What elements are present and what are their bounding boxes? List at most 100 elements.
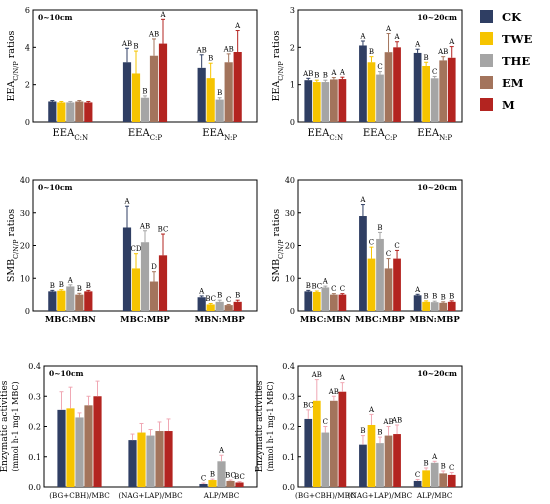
x-category-label: ALP/MBC: [416, 491, 453, 500]
bar-CK-0: [48, 291, 57, 311]
significance-letter: C: [449, 464, 454, 472]
legend-label-CK: CK: [502, 10, 522, 24]
x-category-label: EEAN:P: [202, 128, 237, 142]
bar-THE-1: [376, 238, 384, 311]
significance-letter: A: [198, 287, 205, 295]
significance-letter: BC: [205, 295, 216, 303]
bar-M-0: [84, 102, 93, 122]
y-tick-label: 0: [25, 118, 30, 127]
y-tick-label: 0.4: [28, 362, 41, 371]
significance-letter: BC: [311, 283, 322, 291]
bar-CK-1: [122, 62, 132, 122]
significance-letter: AB: [148, 30, 159, 38]
bar-CK-2: [197, 297, 206, 311]
significance-letter: B: [86, 282, 91, 290]
bar-M-0: [84, 291, 93, 311]
significance-letter: B: [441, 462, 446, 470]
bar-THE-1: [140, 242, 150, 311]
significance-letter: A: [414, 286, 421, 294]
bar-CK-2: [413, 295, 422, 311]
bar-CK-1: [122, 227, 132, 311]
significance-letter: AB: [328, 388, 339, 396]
bar-M-1: [393, 258, 401, 311]
bar-M-2: [233, 52, 242, 122]
bar-THE-2: [215, 301, 224, 311]
legend-label-TWE: TWE: [502, 32, 532, 46]
significance-letter: BC: [303, 401, 314, 409]
bar-EM-1: [384, 268, 393, 311]
bar-M-1: [393, 47, 401, 123]
bar-THE-0: [66, 102, 75, 122]
significance-letter: BC: [225, 472, 236, 480]
bar-CK-1: [359, 444, 367, 487]
significance-letter: C: [340, 285, 345, 293]
x-category-label: ALP/MBC: [203, 491, 240, 500]
bar-EM-1: [155, 431, 164, 487]
x-category-label: (BG+CBH)/MBC: [49, 491, 110, 500]
significance-letter: A: [339, 69, 346, 77]
bar-M-1: [164, 431, 173, 487]
bar-TWE-0: [312, 82, 321, 122]
bar-TWE-1: [131, 73, 141, 122]
significance-letter: B: [59, 281, 64, 289]
y-tick-label: 3: [290, 6, 295, 15]
significance-letter: A: [123, 198, 130, 206]
significance-letter: A: [448, 38, 455, 46]
legend-swatch-M: [480, 98, 493, 111]
bar-THE-1: [140, 97, 150, 122]
bar-CK-0: [48, 101, 57, 122]
significance-letter: B: [441, 293, 446, 301]
depth-label: 10~20cm: [417, 183, 457, 192]
depth-label: 0~10cm: [38, 183, 73, 192]
y-tick-label: 30: [20, 209, 30, 218]
significance-letter: BC: [234, 473, 245, 481]
significance-letter: A: [234, 22, 241, 30]
legend-label-M: M: [502, 98, 515, 112]
bar-M-2: [447, 474, 456, 487]
bar-M-1: [393, 434, 401, 487]
bar-EM-0: [329, 294, 338, 311]
bar-THE-1: [376, 443, 384, 487]
significance-letter: C: [415, 471, 420, 479]
bar-THE-1: [146, 435, 155, 487]
significance-letter: A: [339, 374, 346, 382]
bar-CK-2: [413, 52, 422, 122]
y-tick-label: 0.2: [282, 423, 295, 432]
bar-TWE-1: [367, 424, 376, 487]
significance-letter: A: [394, 33, 401, 41]
significance-letter: B: [424, 459, 429, 467]
y-tick-label: 0.1: [282, 453, 295, 462]
bar-EM-2: [439, 302, 448, 311]
bar-M-2: [447, 301, 456, 311]
y-axis-label-line1: Enzymatic activities: [255, 380, 265, 472]
significance-letter: B: [449, 292, 454, 300]
significance-letter: B: [360, 427, 365, 435]
x-category-label: MBC:MBN: [300, 315, 351, 325]
bar-CK-0: [304, 291, 313, 311]
x-category-label: EEAC:P: [363, 128, 398, 142]
bar-THE-0: [321, 287, 330, 311]
bar-EM-1: [384, 52, 393, 122]
significance-letter: B: [77, 285, 82, 293]
significance-letter: C: [331, 285, 336, 293]
depth-label: 0~10cm: [49, 369, 84, 378]
bar-M-2: [233, 301, 242, 311]
bar-EM-0: [75, 294, 84, 311]
significance-letter: C: [394, 242, 399, 250]
significance-letter: C: [369, 239, 374, 247]
bar-CK-1: [359, 45, 367, 122]
y-tick-label: 1: [290, 81, 295, 90]
x-category-label: MBN:MBP: [410, 315, 461, 325]
significance-letter: A: [431, 453, 438, 461]
bar-EM-0: [84, 405, 93, 487]
significance-letter: A: [159, 11, 166, 19]
depth-label: 0~10cm: [38, 13, 73, 22]
significance-letter: AB: [391, 416, 402, 424]
y-tick-label: 20: [20, 242, 30, 251]
significance-letter: A: [359, 32, 366, 40]
bar-TWE-2: [206, 304, 215, 311]
bar-M-0: [93, 396, 102, 487]
significance-letter: B: [369, 48, 374, 56]
